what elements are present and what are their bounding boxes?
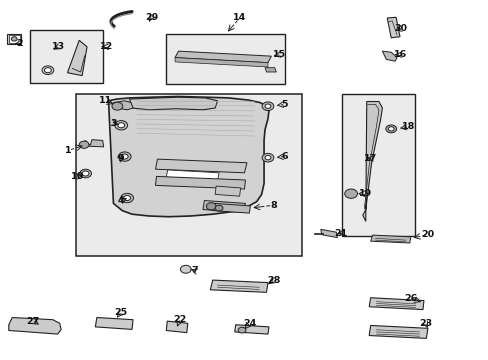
- FancyBboxPatch shape: [171, 324, 183, 329]
- Text: 18: 18: [401, 122, 414, 131]
- Text: 8: 8: [270, 201, 277, 210]
- Circle shape: [385, 125, 396, 133]
- Polygon shape: [382, 51, 396, 61]
- FancyBboxPatch shape: [76, 94, 301, 256]
- Circle shape: [264, 104, 270, 108]
- Circle shape: [344, 189, 357, 198]
- FancyBboxPatch shape: [30, 323, 38, 330]
- Polygon shape: [210, 280, 267, 292]
- Text: 1: 1: [65, 146, 72, 155]
- Circle shape: [123, 195, 130, 201]
- Text: 19: 19: [358, 189, 372, 198]
- Text: 13: 13: [52, 42, 65, 51]
- Polygon shape: [166, 170, 219, 180]
- Polygon shape: [368, 325, 427, 338]
- Text: 22: 22: [173, 315, 186, 324]
- Polygon shape: [320, 229, 337, 238]
- Circle shape: [11, 37, 17, 41]
- Text: 21: 21: [334, 229, 347, 238]
- FancyBboxPatch shape: [20, 323, 27, 330]
- FancyBboxPatch shape: [41, 324, 48, 330]
- Circle shape: [121, 154, 128, 159]
- FancyBboxPatch shape: [347, 191, 354, 196]
- Polygon shape: [95, 318, 133, 329]
- Polygon shape: [386, 17, 399, 38]
- Circle shape: [262, 153, 273, 162]
- FancyBboxPatch shape: [116, 321, 127, 326]
- Text: 17: 17: [363, 154, 377, 163]
- Circle shape: [387, 127, 393, 131]
- Polygon shape: [155, 159, 246, 173]
- Circle shape: [262, 102, 273, 111]
- FancyBboxPatch shape: [30, 30, 102, 83]
- FancyBboxPatch shape: [7, 34, 21, 44]
- Text: 6: 6: [281, 152, 287, 161]
- Text: 30: 30: [394, 24, 407, 33]
- Text: 25: 25: [115, 308, 127, 317]
- Circle shape: [115, 121, 127, 130]
- Circle shape: [112, 102, 122, 110]
- Text: 11: 11: [98, 96, 112, 105]
- Text: 26: 26: [403, 294, 417, 302]
- Polygon shape: [129, 97, 217, 110]
- FancyBboxPatch shape: [102, 321, 113, 326]
- Circle shape: [180, 265, 191, 273]
- Polygon shape: [264, 68, 276, 72]
- Text: 28: 28: [266, 276, 280, 284]
- Text: 5: 5: [281, 100, 287, 109]
- FancyBboxPatch shape: [166, 34, 284, 84]
- Polygon shape: [175, 58, 267, 67]
- Text: 23: 23: [418, 319, 431, 328]
- Polygon shape: [362, 102, 382, 221]
- Text: 4: 4: [118, 197, 124, 205]
- Text: 14: 14: [232, 13, 246, 22]
- Polygon shape: [215, 186, 240, 196]
- Circle shape: [264, 156, 270, 160]
- Text: 7: 7: [191, 266, 198, 275]
- Text: 10: 10: [71, 172, 83, 181]
- Circle shape: [44, 68, 51, 73]
- Polygon shape: [108, 96, 268, 217]
- Text: 15: 15: [273, 50, 285, 59]
- Circle shape: [215, 205, 223, 211]
- Text: 12: 12: [100, 42, 113, 51]
- Text: 29: 29: [144, 13, 158, 22]
- Polygon shape: [368, 298, 423, 310]
- Polygon shape: [9, 318, 61, 334]
- Text: 24: 24: [242, 319, 256, 328]
- Circle shape: [118, 123, 124, 128]
- Polygon shape: [67, 40, 87, 76]
- Polygon shape: [370, 235, 410, 243]
- Polygon shape: [113, 101, 133, 110]
- Polygon shape: [234, 325, 268, 334]
- Circle shape: [206, 203, 216, 210]
- Polygon shape: [82, 140, 103, 147]
- FancyBboxPatch shape: [9, 35, 20, 43]
- Polygon shape: [175, 51, 271, 63]
- Circle shape: [118, 152, 131, 161]
- Polygon shape: [203, 201, 245, 212]
- Text: 2: 2: [16, 39, 23, 48]
- Text: 16: 16: [393, 50, 407, 59]
- Text: 27: 27: [26, 317, 40, 325]
- Circle shape: [82, 171, 89, 176]
- Polygon shape: [166, 321, 187, 333]
- Text: 20: 20: [421, 230, 433, 239]
- Circle shape: [79, 141, 89, 148]
- Circle shape: [42, 66, 54, 75]
- Text: 9: 9: [118, 154, 124, 163]
- Circle shape: [121, 193, 133, 203]
- Circle shape: [80, 169, 91, 178]
- Polygon shape: [212, 203, 250, 213]
- FancyBboxPatch shape: [342, 94, 414, 236]
- Text: 3: 3: [110, 118, 117, 127]
- Circle shape: [238, 327, 245, 333]
- Polygon shape: [155, 176, 245, 189]
